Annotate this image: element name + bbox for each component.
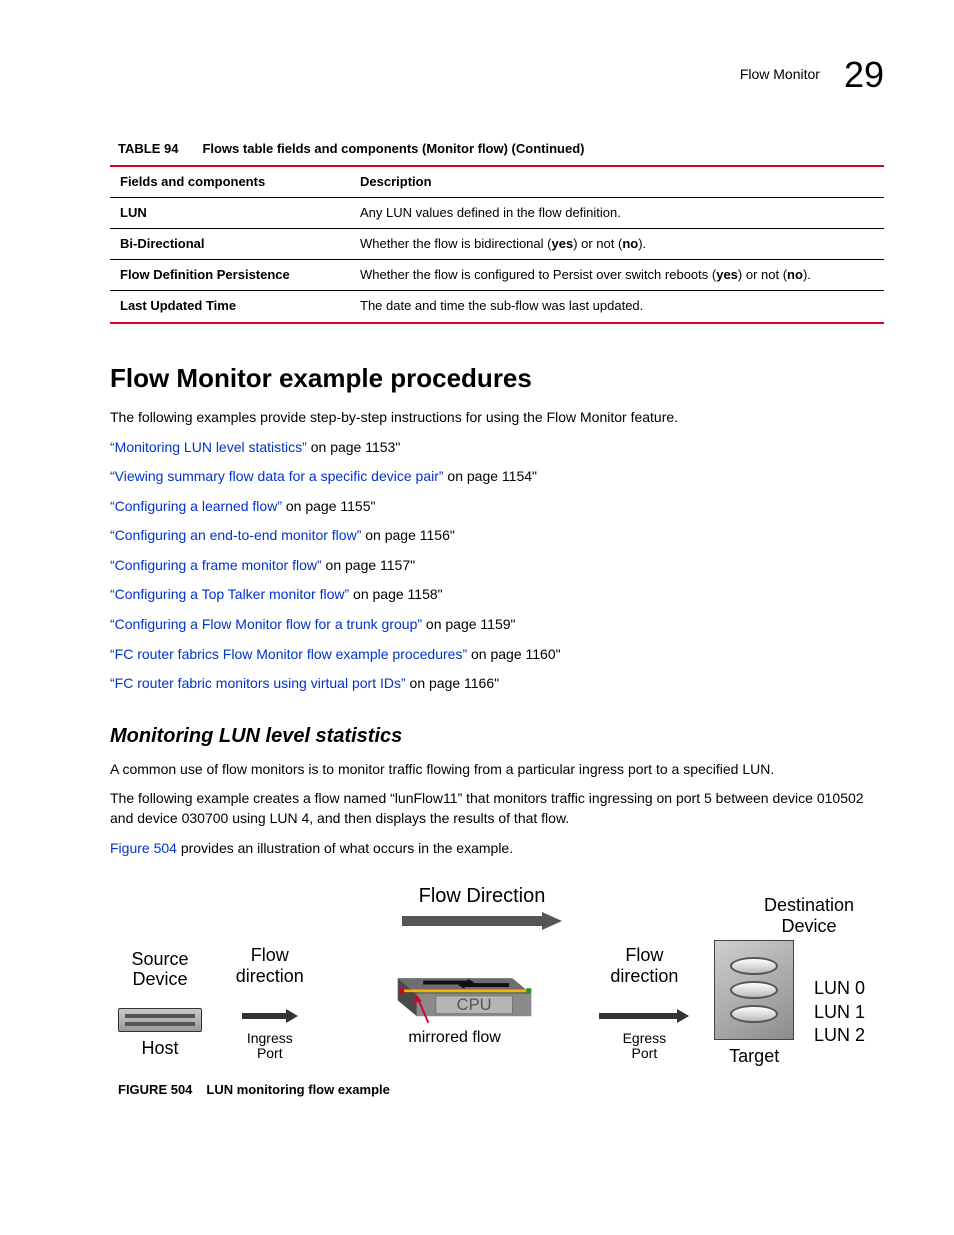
switch-icon: CPU xyxy=(335,959,575,1029)
figure-504: Flow Direction Destination Device Source… xyxy=(110,882,884,1067)
table-number: TABLE 94 xyxy=(118,140,178,158)
table-col-1: Description xyxy=(350,166,884,198)
page-header: Flow Monitor 29 xyxy=(110,50,884,100)
section-heading: Flow Monitor example procedures xyxy=(110,360,884,396)
table-cell-desc: Any LUN values defined in the flow defin… xyxy=(350,197,884,228)
xref-link[interactable]: “Viewing summary flow data for a specifi… xyxy=(110,468,444,484)
fig-flow-direction-label: Flow Direction xyxy=(330,882,634,910)
table-cell-field: LUN xyxy=(110,197,350,228)
table-row: Bi-DirectionalWhether the flow is bidire… xyxy=(110,228,884,259)
fig-flow1-top: Flow xyxy=(236,945,304,966)
cpu-text: CPU xyxy=(456,995,491,1014)
figure-ref-link[interactable]: Figure 504 xyxy=(110,840,177,856)
flows-table: Fields and components Description LUNAny… xyxy=(110,165,884,324)
fig-egress-bot: Port xyxy=(623,1046,667,1061)
figure-caption: FIGURE 504 LUN monitoring flow example xyxy=(110,1081,884,1099)
table-cell-desc: Whether the flow is configured to Persis… xyxy=(350,260,884,291)
xref-suffix: on page 1156" xyxy=(361,527,454,543)
xref-suffix: on page 1159" xyxy=(422,616,515,632)
fig-ingress-bot: Port xyxy=(247,1046,293,1061)
xref-suffix: on page 1153" xyxy=(307,439,400,455)
table-caption-text: Flows table fields and components (Monit… xyxy=(202,140,584,158)
xref-line: “Viewing summary flow data for a specifi… xyxy=(110,467,884,487)
xref-line: “Configuring a frame monitor flow” on pa… xyxy=(110,556,884,576)
header-title: Flow Monitor xyxy=(740,65,820,85)
arrow-right-icon xyxy=(599,1009,689,1023)
xref-link[interactable]: “Configuring a Top Talker monitor flow” xyxy=(110,586,349,602)
xref-link[interactable]: “FC router fabric monitors using virtual… xyxy=(110,675,406,691)
xref-suffix: on page 1166" xyxy=(406,675,499,691)
section-intro: The following examples provide step-by-s… xyxy=(110,408,884,428)
fig-egress-top: Egress xyxy=(623,1031,667,1046)
table-cell-field: Flow Definition Persistence xyxy=(110,260,350,291)
header-page-number: 29 xyxy=(844,50,884,100)
xref-link[interactable]: “Configuring a Flow Monitor flow for a t… xyxy=(110,616,422,632)
table-row: Flow Definition PersistenceWhether the f… xyxy=(110,260,884,291)
fig-flow2-top: Flow xyxy=(610,945,678,966)
table-col-0: Fields and components xyxy=(110,166,350,198)
xref-suffix: on page 1158" xyxy=(349,586,442,602)
xref-link[interactable]: “FC router fabrics Flow Monitor flow exa… xyxy=(110,646,467,662)
xref-line: “FC router fabric monitors using virtual… xyxy=(110,674,884,694)
xref-suffix: on page 1160" xyxy=(467,646,560,662)
subsection-para1: A common use of flow monitors is to moni… xyxy=(110,760,884,780)
xref-link[interactable]: “Configuring a learned flow” xyxy=(110,498,282,514)
fig-dest-label-bot: Device xyxy=(734,916,884,937)
table-cell-desc: Whether the flow is bidirectional (yes) … xyxy=(350,228,884,259)
table-row: Last Updated TimeThe date and time the s… xyxy=(110,291,884,323)
target-device-icon xyxy=(714,940,794,1040)
figure-caption-text: LUN monitoring flow example xyxy=(206,1081,389,1099)
xref-suffix: on page 1157" xyxy=(322,557,415,573)
xref-line: “FC router fabrics Flow Monitor flow exa… xyxy=(110,645,884,665)
table-cell-desc: The date and time the sub-flow was last … xyxy=(350,291,884,323)
figure-ref-suffix: provides an illustration of what occurs … xyxy=(177,840,513,856)
table-cell-field: Bi-Directional xyxy=(110,228,350,259)
fig-lun2: LUN 2 xyxy=(814,1024,884,1047)
fig-flow1-bot: direction xyxy=(236,966,304,987)
fig-host-label: Host xyxy=(141,1038,178,1059)
xref-link[interactable]: “Monitoring LUN level statistics” xyxy=(110,439,307,455)
figure-caption-number: FIGURE 504 xyxy=(118,1081,192,1099)
xref-line: “Configuring a learned flow” on page 115… xyxy=(110,497,884,517)
xref-suffix: on page 1155" xyxy=(282,498,375,514)
xref-link[interactable]: “Configuring an end-to-end monitor flow” xyxy=(110,527,361,543)
fig-mirrored-label: mirrored flow xyxy=(408,1029,500,1047)
host-device-icon xyxy=(118,1008,202,1032)
big-arrow-right-icon xyxy=(402,912,562,930)
fig-lun1: LUN 1 xyxy=(814,1001,884,1024)
subsection-heading: Monitoring LUN level statistics xyxy=(110,722,884,750)
table-cell-field: Last Updated Time xyxy=(110,291,350,323)
xref-link[interactable]: “Configuring a frame monitor flow” xyxy=(110,557,322,573)
xref-line: “Monitoring LUN level statistics” on pag… xyxy=(110,438,884,458)
fig-flow2-bot: direction xyxy=(610,966,678,987)
subsection-para2: The following example creates a flow nam… xyxy=(110,789,884,828)
subsection-para3: Figure 504 provides an illustration of w… xyxy=(110,839,884,859)
fig-dest-label-top: Destination xyxy=(734,895,884,916)
arrow-right-icon xyxy=(242,1009,298,1023)
fig-ingress-top: Ingress xyxy=(247,1031,293,1046)
table-row: LUNAny LUN values defined in the flow de… xyxy=(110,197,884,228)
xref-line: “Configuring a Flow Monitor flow for a t… xyxy=(110,615,884,635)
xref-line: “Configuring an end-to-end monitor flow”… xyxy=(110,526,884,546)
fig-src-label-top: Source xyxy=(131,949,188,970)
table-caption: TABLE 94 Flows table fields and componen… xyxy=(110,140,884,158)
fig-src-label-bot: Device xyxy=(131,969,188,990)
fig-target-label: Target xyxy=(729,1046,779,1067)
xref-suffix: on page 1154" xyxy=(444,468,537,484)
fig-lun0: LUN 0 xyxy=(814,977,884,1000)
xref-line: “Configuring a Top Talker monitor flow” … xyxy=(110,585,884,605)
